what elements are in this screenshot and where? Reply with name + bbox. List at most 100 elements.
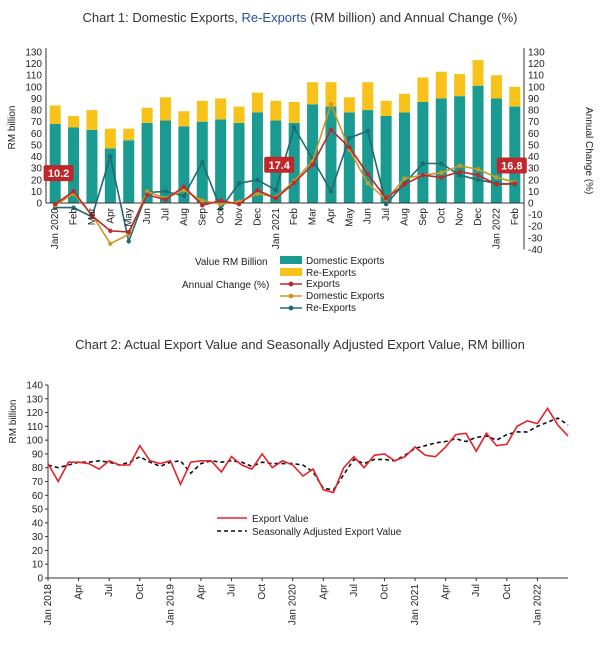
x-tick-label: Jan 2022 bbox=[532, 584, 543, 626]
bar-domestic-exports bbox=[233, 122, 245, 203]
x-tick-label: Sep bbox=[197, 208, 208, 226]
bar-domestic-exports bbox=[178, 126, 190, 203]
bar-domestic-exports bbox=[141, 122, 153, 203]
x-tick-label: Jun bbox=[142, 208, 153, 224]
y-tick-label: 100 bbox=[26, 436, 43, 447]
y-tick-label: 60 bbox=[31, 129, 43, 140]
y-tick-label: 50 bbox=[32, 505, 44, 516]
point-exports bbox=[52, 201, 58, 207]
point-re-exports bbox=[163, 189, 168, 194]
point-domestic-exports bbox=[255, 191, 260, 196]
y-tick-label: 10 bbox=[31, 187, 43, 198]
callout-box bbox=[496, 157, 527, 174]
legend-label-domestic: Domestic Exports bbox=[306, 256, 384, 267]
callout-box bbox=[43, 165, 74, 182]
bar-re-exports bbox=[233, 106, 245, 123]
y2-tick-label: 60 bbox=[528, 129, 540, 140]
point-domestic-exports bbox=[200, 198, 205, 203]
y2-tick-label: 120 bbox=[528, 59, 545, 70]
point-re-exports bbox=[71, 205, 76, 210]
y2-tick-label: 100 bbox=[528, 82, 545, 93]
legend-change-heading: Annual Change (%) bbox=[182, 280, 269, 291]
bar-domestic-exports bbox=[68, 127, 80, 203]
x-tick-label: Jul bbox=[161, 208, 172, 221]
y2-tick-label: 70 bbox=[528, 117, 540, 128]
bar-domestic-exports bbox=[159, 120, 172, 203]
bar-re-exports bbox=[178, 111, 190, 127]
x-tick-label: May bbox=[124, 208, 135, 227]
bar-domestic-exports bbox=[104, 148, 116, 203]
bar-re-exports bbox=[307, 82, 319, 105]
point-re-exports bbox=[273, 188, 279, 193]
point-domestic-exports bbox=[494, 175, 499, 180]
y-tick-label: 70 bbox=[31, 117, 43, 128]
point-re-exports bbox=[218, 206, 223, 212]
x-tick-label: Oct bbox=[379, 584, 390, 600]
x-tick-label: May bbox=[344, 208, 355, 227]
line-export-value bbox=[47, 406, 569, 494]
point-re-exports bbox=[328, 189, 334, 194]
bar-domestic-exports bbox=[215, 119, 227, 203]
point-re-exports bbox=[383, 201, 389, 207]
point-exports bbox=[365, 171, 370, 177]
bar-domestic-exports bbox=[398, 112, 411, 203]
y-tick-label: 70 bbox=[32, 477, 44, 488]
x-tick-label: Oct bbox=[257, 584, 268, 600]
point-domestic-exports bbox=[108, 241, 113, 246]
x-tick-label: Jan 2020 bbox=[288, 584, 299, 626]
x-tick-label: Jul bbox=[227, 584, 238, 597]
x-tick-label: Jun bbox=[363, 208, 374, 224]
bar-re-exports bbox=[270, 100, 282, 121]
legend-label-exports-line: Exports bbox=[306, 279, 340, 290]
x-tick-label: Mar bbox=[87, 207, 98, 225]
y2-tick-label: 40 bbox=[528, 152, 540, 163]
point-re-exports bbox=[236, 181, 242, 186]
x-tick-label: Oct bbox=[436, 208, 447, 224]
bar-domestic-exports bbox=[380, 115, 392, 203]
y-tick-label: 80 bbox=[31, 106, 43, 117]
callout-label: 10.2 bbox=[48, 168, 69, 180]
y-axis-title: RM billion bbox=[7, 106, 18, 150]
point-exports bbox=[291, 180, 297, 185]
point-re-exports bbox=[420, 161, 426, 166]
bar-domestic-exports bbox=[490, 98, 502, 203]
point-exports bbox=[347, 145, 352, 150]
legend-value-heading: Value RM Billion bbox=[195, 257, 268, 268]
legend-marker bbox=[288, 293, 294, 299]
bar-re-exports bbox=[417, 77, 429, 102]
y-tick-label: 90 bbox=[32, 449, 44, 460]
x-tick-label: Feb bbox=[69, 208, 80, 226]
x-tick-label: Jul bbox=[349, 584, 360, 597]
y2-tick-label: 30 bbox=[528, 164, 540, 175]
y-tick-label: 80 bbox=[32, 463, 44, 474]
point-domestic-exports bbox=[181, 188, 187, 193]
bar-domestic-exports bbox=[362, 110, 374, 203]
point-exports bbox=[273, 196, 279, 201]
x-tick-label: Nov bbox=[234, 208, 245, 226]
point-exports bbox=[512, 181, 518, 186]
bar-re-exports bbox=[159, 97, 172, 121]
x-tick-label: Feb bbox=[289, 208, 300, 226]
point-domestic-exports bbox=[144, 189, 150, 194]
point-re-exports bbox=[457, 172, 462, 178]
bar-re-exports bbox=[472, 60, 484, 86]
y2-tick-label: -40 bbox=[528, 245, 543, 256]
point-re-exports bbox=[291, 125, 297, 130]
point-exports bbox=[126, 229, 131, 235]
bar-re-exports bbox=[104, 128, 116, 149]
bar-domestic-exports bbox=[325, 106, 337, 203]
legend-swatch-re-exports bbox=[280, 268, 302, 276]
x-tick-label: Aug bbox=[179, 208, 190, 226]
x-tick-label: Apr bbox=[326, 207, 337, 223]
bar-domestic-exports bbox=[251, 112, 263, 203]
point-re-exports bbox=[126, 239, 131, 244]
bar-domestic-exports bbox=[307, 104, 319, 203]
point-exports bbox=[328, 127, 334, 133]
y2-tick-label: 110 bbox=[528, 71, 544, 82]
x-tick-label: Jul bbox=[104, 584, 115, 597]
x-tick-label: Dec bbox=[252, 208, 263, 226]
point-re-exports bbox=[255, 177, 260, 182]
y-tick-label: 40 bbox=[31, 152, 43, 163]
y2-axis-title: Annual Change (%) bbox=[583, 107, 594, 194]
